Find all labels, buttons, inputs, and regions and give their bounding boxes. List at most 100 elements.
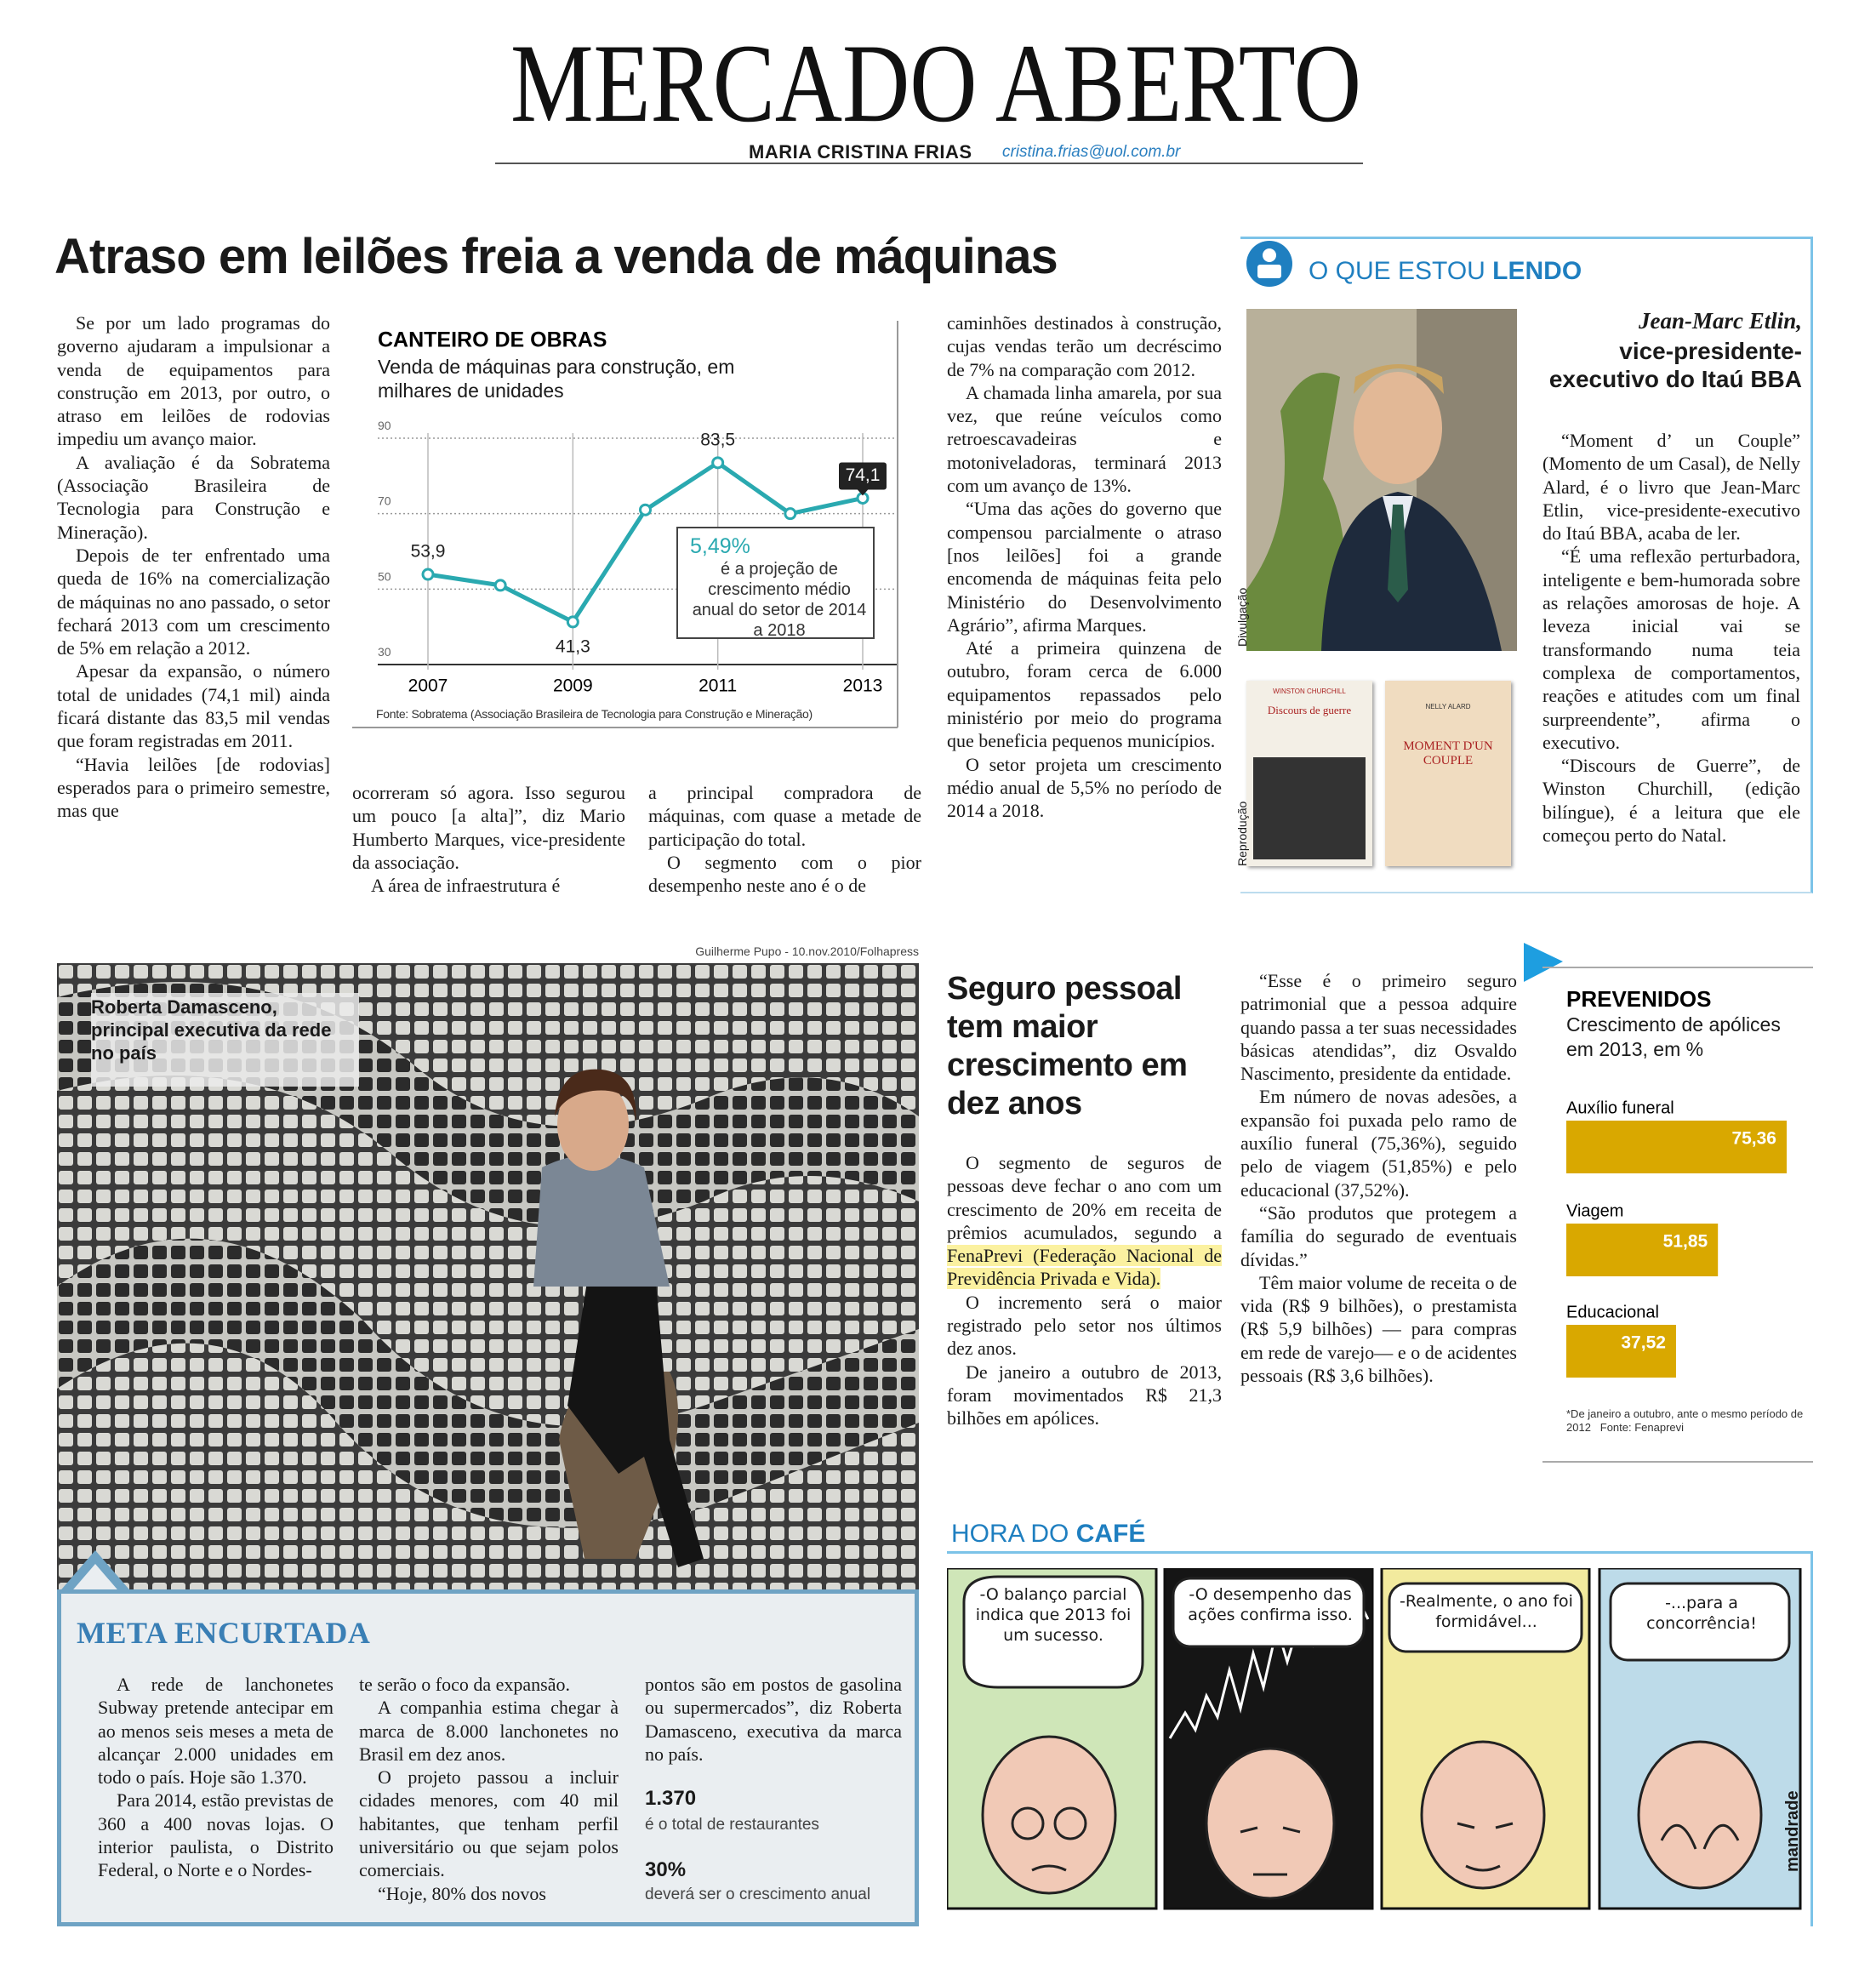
text-column: ocorreram só agora. Isso segurou um pouc… [352,781,625,900]
line-chart: CANTEIRO DE OBRAS 30 50 70 90 2007 2009 2011 20… [352,321,900,730]
stat-figure: 30% [645,1858,687,1881]
value-label: 83,5 [700,430,735,449]
value-label: 53,9 [411,542,446,562]
paragraph: O projeto passou a incluir cidades menor… [359,1766,619,1881]
chart-title: PREVENIDOS [1566,986,1712,1012]
chart-subtitle: Crescimento de apólices em 2013, em % [1566,1013,1781,1060]
paragraph: Até a primeira quinzena de outubro, fora… [947,637,1222,752]
y-tick-label: 70 [378,494,391,508]
cartoon-frame [947,1551,1813,1926]
paragraph: O setor projeta um crescimento médio anu… [947,753,1222,822]
email: cristina.frias@uol.com.br [1002,143,1181,161]
y-tick-label: 90 [378,419,391,432]
bar [1566,1325,1676,1378]
paragraph: a principal compradora de máquinas, com … [648,782,921,850]
x-tick-label: 2011 [699,676,737,696]
section-title-light: O QUE ESTOU [1309,257,1485,285]
text-column: Se por um lado programas do governo ajud… [57,311,330,900]
paragraph: A companhia estima chegar à marca de 8.0… [359,1697,619,1765]
note: *De janeiro a outubro, ante o mesmo perí… [1566,1407,1804,1434]
highlight: FenaPrevi (Federação Nacional de Previdê… [947,1245,1222,1290]
book-author: NELLY ALARD [1425,703,1471,710]
category-label: Auxílio funeral [1566,1098,1674,1117]
photo-credit: Guilherme Pupo - 10.nov.2010/Folhapress [695,944,919,958]
author: MARIA CRISTINA FRIAS [749,141,972,163]
arrow [1524,943,1563,982]
paragraph: “É uma reflexão perturbadora, inteligent… [1542,545,1800,753]
text-column: te serão o foco da expansão. A companhia … [359,1673,619,1914]
book-author: WINSTON CHURCHILL [1273,688,1346,695]
speech: -Realmente, o ano foi formidável... [1400,1592,1573,1631]
paragraph: “Moment d’ un Couple” (Momento de um Cas… [1542,430,1800,545]
annotation-text: é a projeção de crescimento médio anual … [692,560,867,640]
bar [1566,1121,1787,1173]
chart-note: *De janeiro a outubro, ante o mesmo perí… [1566,1407,1813,1435]
annotation-figure: 5,49% [690,534,750,558]
point [493,579,507,592]
x-tick-label: 2013 [843,676,883,696]
chart-title: CANTEIRO DE OBRAS [378,328,607,352]
text-column: “Moment d’ un Couple” (Momento de um Cas… [1542,429,1800,883]
category-label: Educacional [1566,1303,1659,1321]
text-column: a principal compradora de máquinas, com … [648,781,921,900]
label-box [839,462,887,490]
paragraph: Têm maior volume de receita o de vida (R… [1240,1271,1517,1387]
paragraph: De janeiro a outubro de 2013, foram movi… [947,1361,1222,1429]
section-title: O QUE ESTOU LENDO [1309,257,1582,286]
paragraph: A área de infraestrutura é [371,875,561,897]
point [421,568,435,581]
chart: CANTEIRO DE OBRAS 30 50 70 90 2007 2009 2011 20… [352,321,898,728]
text-column: A rede de lanchonetes Subway pretende an… [98,1673,334,1914]
bar [1566,1224,1719,1276]
value-label: 74,1 [846,465,881,485]
paragraph: Para 2014, estão previstas de 360 a 400 … [98,1789,334,1881]
tab [57,1550,134,1595]
paragraph: “São produtos que protegem a família do … [1240,1201,1517,1270]
bar-chart: PREVENIDOS Auxílio funeral 75,36 Viagem 51,… [1542,967,1813,1463]
value-label: 41,3 [556,636,590,656]
category-label: Viagem [1566,1201,1623,1220]
value-label: 75,36 [1731,1129,1776,1149]
section-title-bold: LENDO [1492,257,1582,285]
reader-role: vice-presidente-executivo do Itaú BBA [1548,338,1802,392]
paragraph: O incremento será o maior registrado pel… [947,1291,1222,1360]
headline: Atraso em leilões freia a venda de máqui… [54,229,1058,284]
signature: mandrade [1783,1790,1802,1872]
masthead-title: MERCADO ABERTO [510,26,1361,146]
point [711,456,725,470]
stat-text: deverá ser o crescimento anual [645,1886,871,1903]
photo [57,963,919,1593]
y-tick-label: 30 [378,645,391,659]
section-title-light: HORA DO [951,1520,1069,1548]
chart-source: Fonte: Fenaprevi [1599,1421,1685,1434]
point [566,615,579,629]
text-column: caminhões destinados à construção, cujas… [947,311,1222,900]
masthead: MERCADO ABERTO [495,26,1363,164]
paragraph: Apesar da expansão, o número total de un… [57,660,330,752]
text-column: O segmento de seguros de pessoas deve fe… [947,1151,1222,1463]
text-column: “Esse é o primeiro seguro patrimonial qu… [1240,969,1517,1463]
photo [1246,309,1517,651]
photo-caption: Roberta Damasceno, principal executiva d… [91,996,332,1064]
icon [1246,241,1292,287]
paragraph: A rede de lanchonetes Subway pretende an… [98,1674,334,1789]
chart-subtitle: Venda de máquinas para construção, em mi… [378,356,735,402]
meta-box [57,1593,919,1926]
speech: -O desempenho das ações confirma isso. [1188,1585,1353,1624]
label-pointer [857,488,869,496]
value-label: 37,52 [1621,1333,1666,1353]
text: O segmento de seguros de pessoas deve fe… [947,1152,1222,1243]
paragraph: te serão o foco da expansão. [359,1674,571,1695]
point [784,507,797,521]
paragraph: “Uma das ações do governo que compensou … [947,498,1222,636]
value-label: 51,85 [1663,1232,1708,1252]
paragraph: O segmento com o pior desempenho neste a… [648,851,921,897]
book-cover: WINSTON CHURCHILL Discours de guerre [1246,681,1372,866]
photo-credit: Divulgação [1235,587,1249,647]
book-title: MOMENT D'UN COUPLE [1403,739,1493,767]
paragraph: “Hoje, 80% dos novos [378,1882,546,1904]
paragraph: caminhões destinados à construção, cujas… [947,312,1222,380]
box-title: META ENCURTADA [77,1616,371,1650]
text-column: pontos são em postos de gasolina ou supe… [645,1673,902,1766]
chart-source: Fonte: Sobratema (Associação Brasileira … [376,707,813,721]
